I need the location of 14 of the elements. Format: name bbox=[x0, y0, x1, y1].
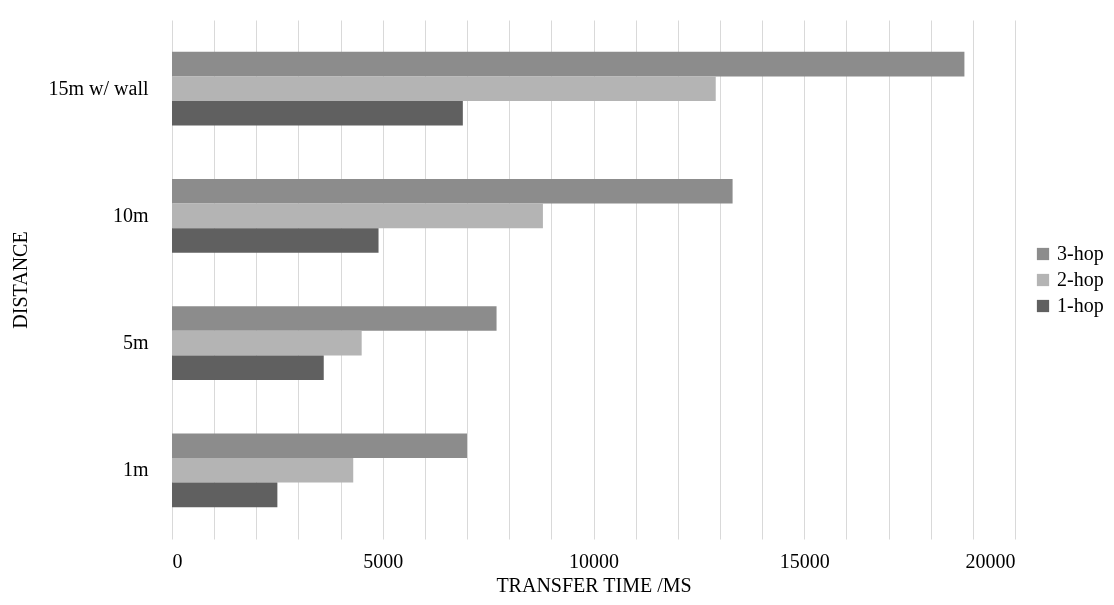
y-axis-title: DISTANCE bbox=[8, 231, 31, 329]
y-tick-label: 15m w/ wall bbox=[48, 76, 149, 99]
x-tick-label: 0 bbox=[172, 549, 183, 572]
y-tick-label: 5m bbox=[122, 331, 149, 354]
x-tick-label: 5000 bbox=[363, 549, 404, 572]
x-tick-label: 10000 bbox=[569, 549, 619, 572]
x-tick-label: 15000 bbox=[779, 549, 830, 572]
legend-label: 2-hop bbox=[1057, 268, 1104, 291]
x-axis-title: TRANSFER TIME /MS bbox=[496, 573, 692, 596]
legend-label: 3-hop bbox=[1057, 242, 1104, 265]
x-tick-label: 20000 bbox=[965, 549, 1016, 572]
legend-label: 1-hop bbox=[1057, 294, 1104, 317]
y-tick-label: 10m bbox=[112, 203, 149, 226]
y-tick-label: 1m bbox=[122, 458, 149, 481]
